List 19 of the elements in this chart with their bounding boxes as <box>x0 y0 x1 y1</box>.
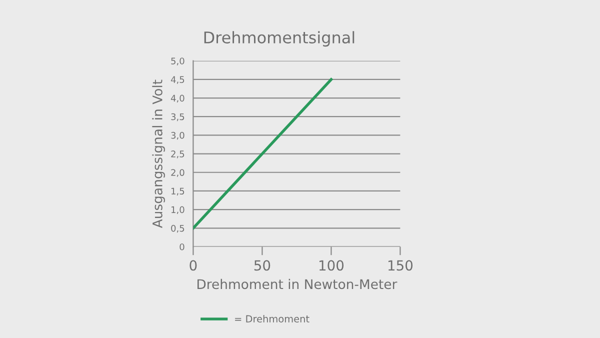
x-tick-label: 100 <box>319 260 344 271</box>
y-tick-label: 4,5 <box>170 76 184 84</box>
x-tick-label: 150 <box>388 260 413 271</box>
legend-label: = Drehmoment <box>235 314 310 323</box>
y-tick-label: 0,5 <box>171 224 184 233</box>
chart-title: Drehmomentsignal <box>204 31 354 47</box>
y-tick-label: 0 <box>180 243 184 250</box>
y-tick-label: 2,0 <box>171 169 184 177</box>
y-tick-label: 4,0 <box>170 94 184 102</box>
x-tick-label: 50 <box>254 260 270 271</box>
y-tick-label: 2,5 <box>171 150 184 158</box>
y-tick-label: 1,0 <box>172 206 184 214</box>
x-tick-label: 0 <box>190 260 197 271</box>
x-axis-title: Drehmoment in Newton-Meter <box>198 278 398 290</box>
y-tick-label: 5,0 <box>171 58 184 66</box>
y-tick-label: 3,0 <box>171 132 184 140</box>
y-axis-title: Ausgangssignal in Volt <box>152 80 165 228</box>
y-tick-label: 1,5 <box>172 188 184 196</box>
y-tick-label: 3,5 <box>171 113 184 122</box>
